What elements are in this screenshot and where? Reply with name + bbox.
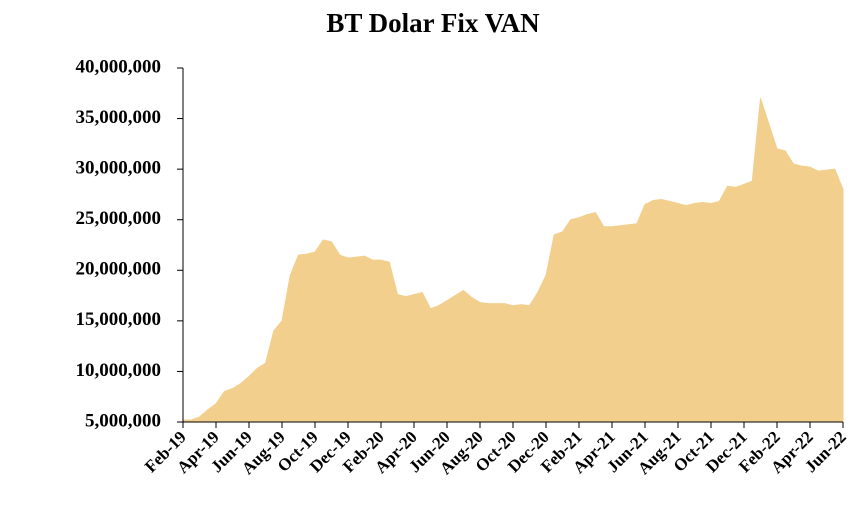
- y-tick-label: 35,000,000: [76, 107, 162, 128]
- y-tick-label: 15,000,000: [76, 309, 162, 330]
- y-tick-label: 10,000,000: [76, 360, 162, 381]
- y-tick-label: 5,000,000: [85, 410, 161, 431]
- y-tick-label: 25,000,000: [76, 208, 162, 229]
- y-tick-label: 40,000,000: [76, 56, 162, 77]
- area: [182, 98, 844, 423]
- chart-title: BT Dolar Fix VAN: [326, 8, 540, 38]
- y-tick-label: 20,000,000: [76, 259, 162, 280]
- y-tick-label: 30,000,000: [76, 158, 162, 179]
